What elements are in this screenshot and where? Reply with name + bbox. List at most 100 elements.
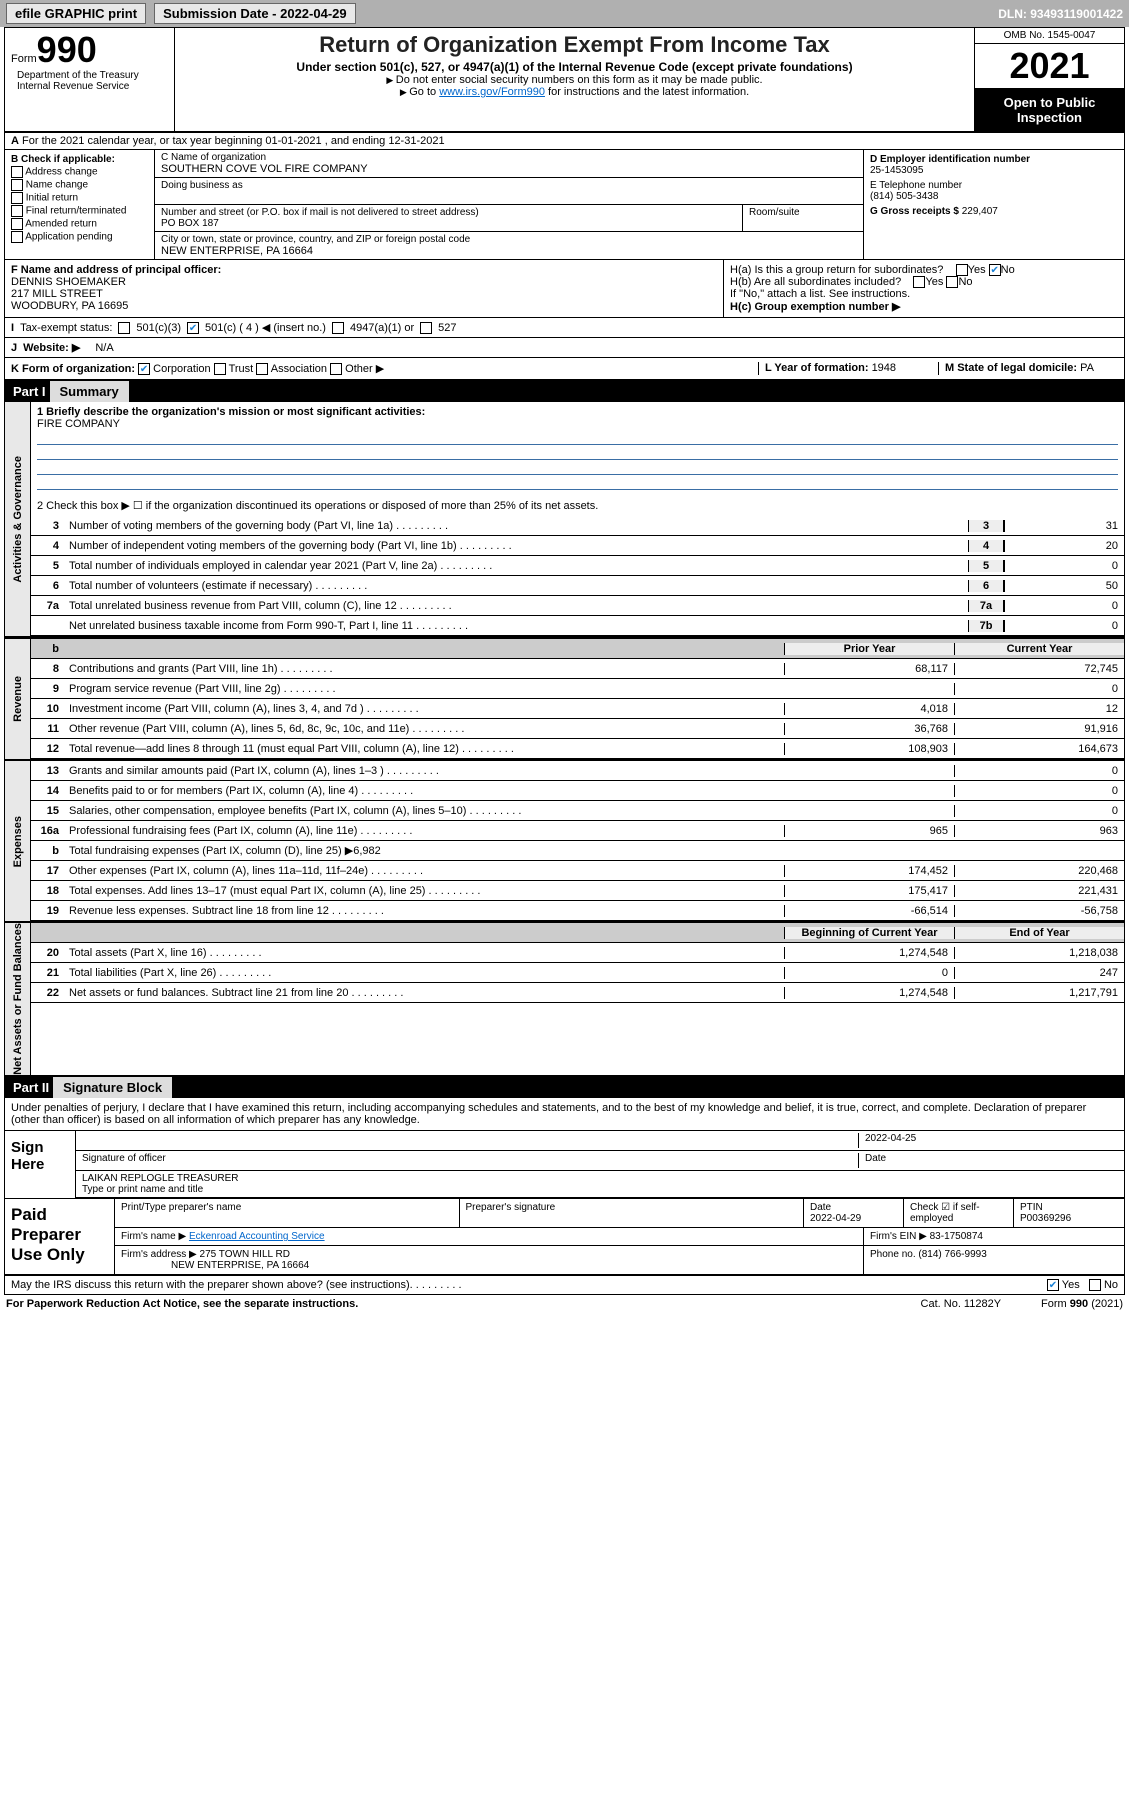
form-id-box: Form990 Department of the TreasuryIntern… [5, 28, 175, 131]
part-ii-header: Part IISignature Block [5, 1077, 1124, 1098]
form-title: Return of Organization Exempt From Incom… [183, 32, 966, 58]
dln: DLN: 93493119001422 [998, 7, 1123, 21]
pra-notice: For Paperwork Reduction Act Notice, see … [6, 1298, 358, 1310]
line-5: 5Total number of individuals employed in… [31, 556, 1124, 576]
revenue-block: Revenue b Prior YearCurrent Year 8Contri… [5, 638, 1124, 761]
vert-exp-label: Expenses [12, 816, 24, 867]
line-17: 17Other expenses (Part IX, column (A), l… [31, 861, 1124, 881]
city-row: City or town, state or province, country… [155, 232, 863, 259]
org-name: C Name of organizationSOUTHERN COVE VOL … [155, 150, 863, 178]
line-19: 19Revenue less expenses. Subtract line 1… [31, 901, 1124, 921]
cb-ha-no[interactable] [989, 264, 1001, 276]
line-7b: Net unrelated business taxable income fr… [31, 616, 1124, 636]
preparer-header-row: Print/Type preparer's name Preparer's si… [115, 1199, 1124, 1228]
col-headers-1: b Prior YearCurrent Year [31, 639, 1124, 659]
cb-527[interactable] [420, 322, 432, 334]
line-20: 20Total assets (Part X, line 16) 1,274,5… [31, 943, 1124, 963]
header-right: OMB No. 1545-0047 2021 Open to Public In… [974, 28, 1124, 131]
sign-here-label: Sign Here [5, 1131, 75, 1198]
net-assets-block: Net Assets or Fund Balances Beginning of… [5, 923, 1124, 1077]
line-18: 18Total expenses. Add lines 13–17 (must … [31, 881, 1124, 901]
section-f-h: F Name and address of principal officer:… [5, 260, 1124, 318]
dept-treasury: Department of the TreasuryInternal Reven… [11, 68, 168, 94]
dba: Doing business as [155, 178, 863, 205]
form-number: 990 [37, 29, 97, 70]
line-11: 11Other revenue (Part VIII, column (A), … [31, 719, 1124, 739]
vert-rev-label: Revenue [12, 676, 24, 722]
col-c-org-info: C Name of organizationSOUTHERN COVE VOL … [155, 150, 864, 259]
line-16a: 16aProfessional fundraising fees (Part I… [31, 821, 1124, 841]
sign-date: 2022-04-25 [858, 1133, 1118, 1148]
line-2: 2 Check this box ▶ ☐ if the organization… [31, 495, 1124, 516]
cb-4947[interactable] [332, 322, 344, 334]
line-12: 12Total revenue—add lines 8 through 11 (… [31, 739, 1124, 759]
cb-ha-yes[interactable] [956, 264, 968, 276]
efile-print-button[interactable]: efile GRAPHIC print [6, 3, 146, 24]
row-a-tax-year: A For the 2021 calendar year, or tax yea… [5, 133, 1124, 150]
cb-501c3[interactable] [118, 322, 130, 334]
part-i-header: Part ISummary [5, 381, 1124, 402]
hb-note: If "No," attach a list. See instructions… [730, 288, 1118, 300]
cb-amended[interactable]: Amended return [11, 218, 148, 230]
officer-name: LAIKAN REPLOGLE TREASURERType or print n… [76, 1171, 1124, 1198]
cb-initial-return[interactable]: Initial return [11, 192, 148, 204]
street-row: Number and street (or P.O. box if mail i… [155, 205, 863, 232]
col-b-checkboxes: B Check if applicable: Address change Na… [5, 150, 155, 259]
tax-year: 2021 [975, 44, 1124, 89]
cb-name-change[interactable]: Name change [11, 179, 148, 191]
form-title-block: Return of Organization Exempt From Incom… [175, 28, 974, 131]
line-9: 9Program service revenue (Part VIII, lin… [31, 679, 1124, 699]
paid-preparer-label: Paid Preparer Use Only [5, 1199, 115, 1274]
line-8: 8Contributions and grants (Part VIII, li… [31, 659, 1124, 679]
tax-exempt-row: I Tax-exempt status: 501(c)(3) 501(c) ( … [5, 318, 1124, 338]
line-21: 21Total liabilities (Part X, line 26) 02… [31, 963, 1124, 983]
expenses-block: Expenses 13Grants and similar amounts pa… [5, 761, 1124, 923]
form-page: Form990 Department of the TreasuryIntern… [4, 27, 1125, 1295]
page-footer: For Paperwork Reduction Act Notice, see … [0, 1295, 1129, 1313]
line-22: 22Net assets or fund balances. Subtract … [31, 983, 1124, 1003]
form-header: Form990 Department of the TreasuryIntern… [5, 28, 1124, 133]
perjury-statement: Under penalties of perjury, I declare th… [5, 1098, 1124, 1131]
gross-receipts: G Gross receipts $ 229,407 [870, 206, 1118, 217]
cb-hb-no[interactable] [946, 276, 958, 288]
line-1-briefly: 1 Briefly describe the organization's mi… [31, 402, 1124, 495]
line-6: 6Total number of volunteers (estimate if… [31, 576, 1124, 596]
row-k-form-org: K Form of organization: Corporation Trus… [5, 358, 1124, 381]
form-label: Form [11, 53, 37, 65]
section-b-to-g: B Check if applicable: Address change Na… [5, 150, 1124, 260]
cb-final-return[interactable]: Final return/terminated [11, 205, 148, 217]
cb-application-pending[interactable]: Application pending [11, 231, 148, 243]
irs-link[interactable]: www.irs.gov/Form990 [439, 86, 545, 98]
paid-preparer-block: Paid Preparer Use Only Print/Type prepar… [5, 1199, 1124, 1276]
cb-hb-yes[interactable] [913, 276, 925, 288]
line-3: 3Number of voting members of the governi… [31, 516, 1124, 536]
open-inspection: Open to Public Inspection [975, 89, 1124, 131]
toolbar: efile GRAPHIC print Submission Date - 20… [0, 0, 1129, 27]
omb-number: OMB No. 1545-0047 [975, 28, 1124, 44]
cb-trust[interactable] [214, 363, 226, 375]
cat-no: Cat. No. 11282Y [921, 1298, 1002, 1310]
cb-corp[interactable] [138, 363, 150, 375]
cb-501c[interactable] [187, 322, 199, 334]
cb-assoc[interactable] [256, 363, 268, 375]
col-headers-2: Beginning of Current YearEnd of Year [31, 923, 1124, 943]
ein-block: D Employer identification number25-14530… [870, 154, 1118, 176]
sign-here-block: Sign Here 2022-04-25 Signature of office… [5, 1131, 1124, 1199]
principal-officer: F Name and address of principal officer:… [5, 260, 724, 317]
note-ssn: Do not enter social security numbers on … [183, 74, 966, 86]
group-return: H(a) Is this a group return for subordin… [724, 260, 1124, 317]
note-goto: Go to www.irs.gov/Form990 for instructio… [183, 86, 966, 98]
cb-discuss-no[interactable] [1089, 1279, 1101, 1291]
line-7a: 7aTotal unrelated business revenue from … [31, 596, 1124, 616]
footer-discuss: May the IRS discuss this return with the… [5, 1276, 1124, 1294]
cb-other[interactable] [330, 363, 342, 375]
line-15: 15Salaries, other compensation, employee… [31, 801, 1124, 821]
firm-name-link[interactable]: Eckenroad Accounting Service [189, 1231, 325, 1242]
cb-address-change[interactable]: Address change [11, 166, 148, 178]
cb-discuss-yes[interactable] [1047, 1279, 1059, 1291]
vert-gov-label: Activities & Governance [12, 456, 24, 583]
line-4: 4Number of independent voting members of… [31, 536, 1124, 556]
vert-net-label: Net Assets or Fund Balances [12, 923, 24, 1075]
line-b: bTotal fundraising expenses (Part IX, co… [31, 841, 1124, 861]
website-row: J Website: ▶ N/A [5, 338, 1124, 358]
